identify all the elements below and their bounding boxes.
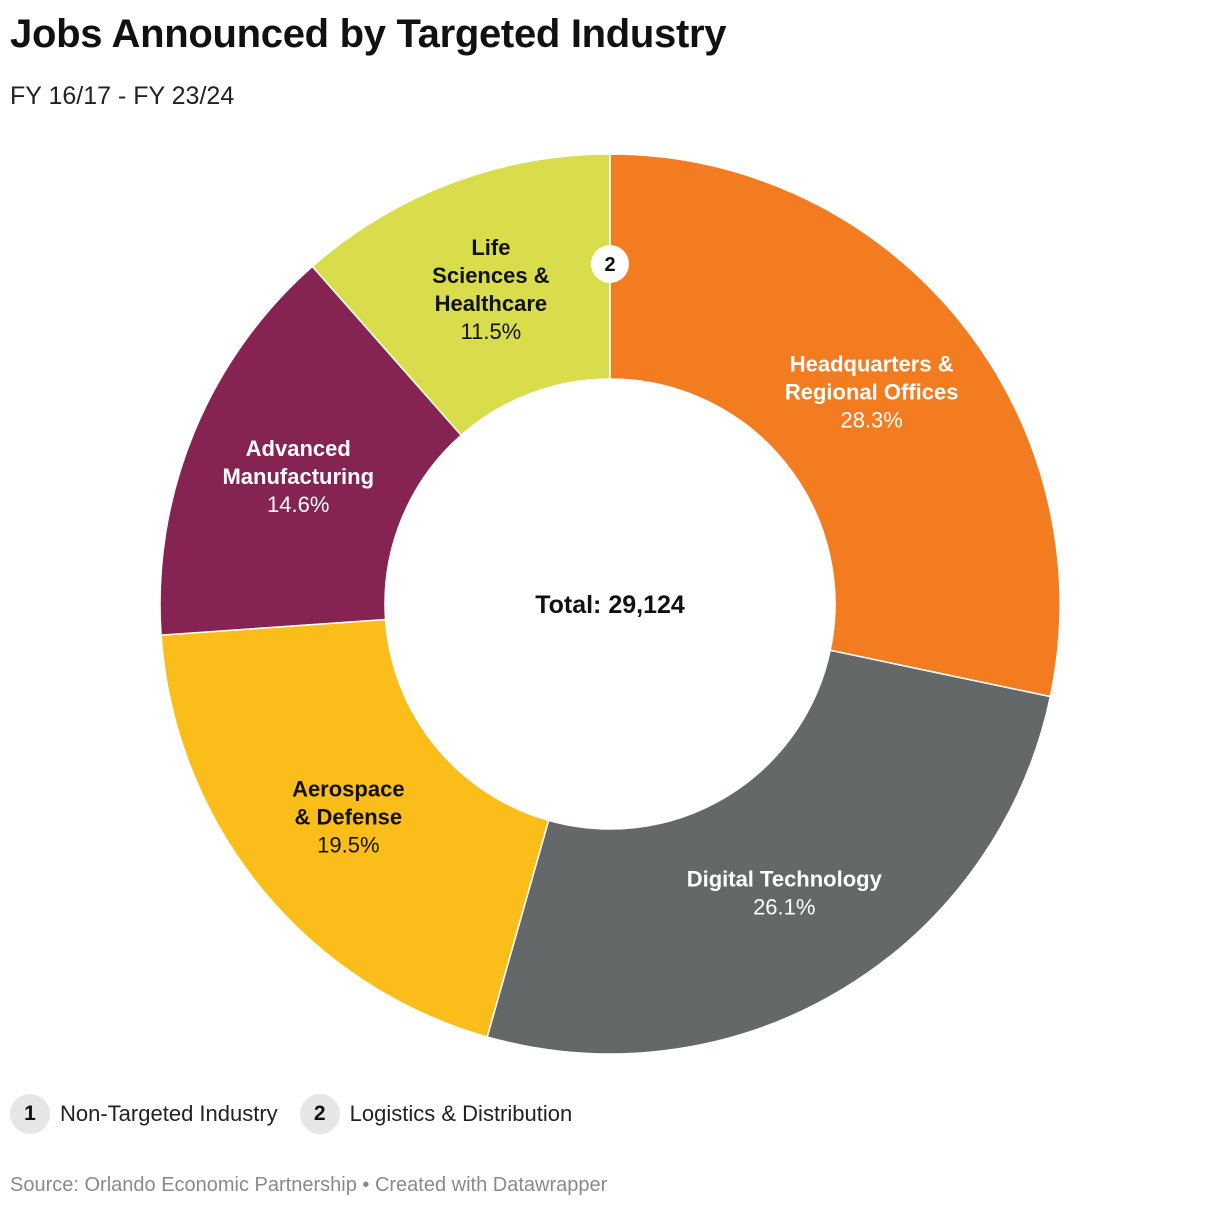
source-note: Source: Orlando Economic Partnership • C… <box>10 1174 608 1196</box>
slice-label-5: Life Sciences & Healthcare 11.5% <box>432 235 550 344</box>
legend-item-2: 2 Logistics & Distribution <box>299 1094 573 1134</box>
donut-slice-1[interactable] <box>609 153 1061 698</box>
slice-label-3: Aerospace & Defense 19.5% <box>292 776 405 857</box>
legend-badge-1: 1 <box>10 1094 50 1134</box>
slice-label-4: Advanced Manufacturing 14.6% <box>222 436 374 517</box>
chart-title: Jobs Announced by Targeted Industry <box>10 12 727 56</box>
footnote-legend: 1 Non-Targeted Industry 2 Logistics & Di… <box>10 1094 594 1134</box>
donut-slice-5[interactable] <box>311 153 611 437</box>
footnote-marker-circle <box>591 245 629 283</box>
donut-slice-4[interactable] <box>159 265 463 636</box>
center-total-label: Total: 29,124 <box>535 591 685 619</box>
legend-label-2: Logistics & Distribution <box>349 1101 573 1126</box>
footnote-marker-text: 2 <box>604 254 615 276</box>
legend-badge-2: 2 <box>299 1094 340 1134</box>
slice-label-2: Digital Technology 26.1% <box>687 866 883 919</box>
donut-slice-3[interactable] <box>160 618 550 1038</box>
chart-subtitle: FY 16/17 - FY 23/24 <box>10 82 235 110</box>
legend-label-1: Non-Targeted Industry <box>60 1101 278 1126</box>
slice-label-1: Headquarters & Regional Offices 28.3% <box>785 352 959 433</box>
donut-slice-2[interactable] <box>486 649 1052 1055</box>
legend-item-1: 1 Non-Targeted Industry <box>10 1094 278 1134</box>
